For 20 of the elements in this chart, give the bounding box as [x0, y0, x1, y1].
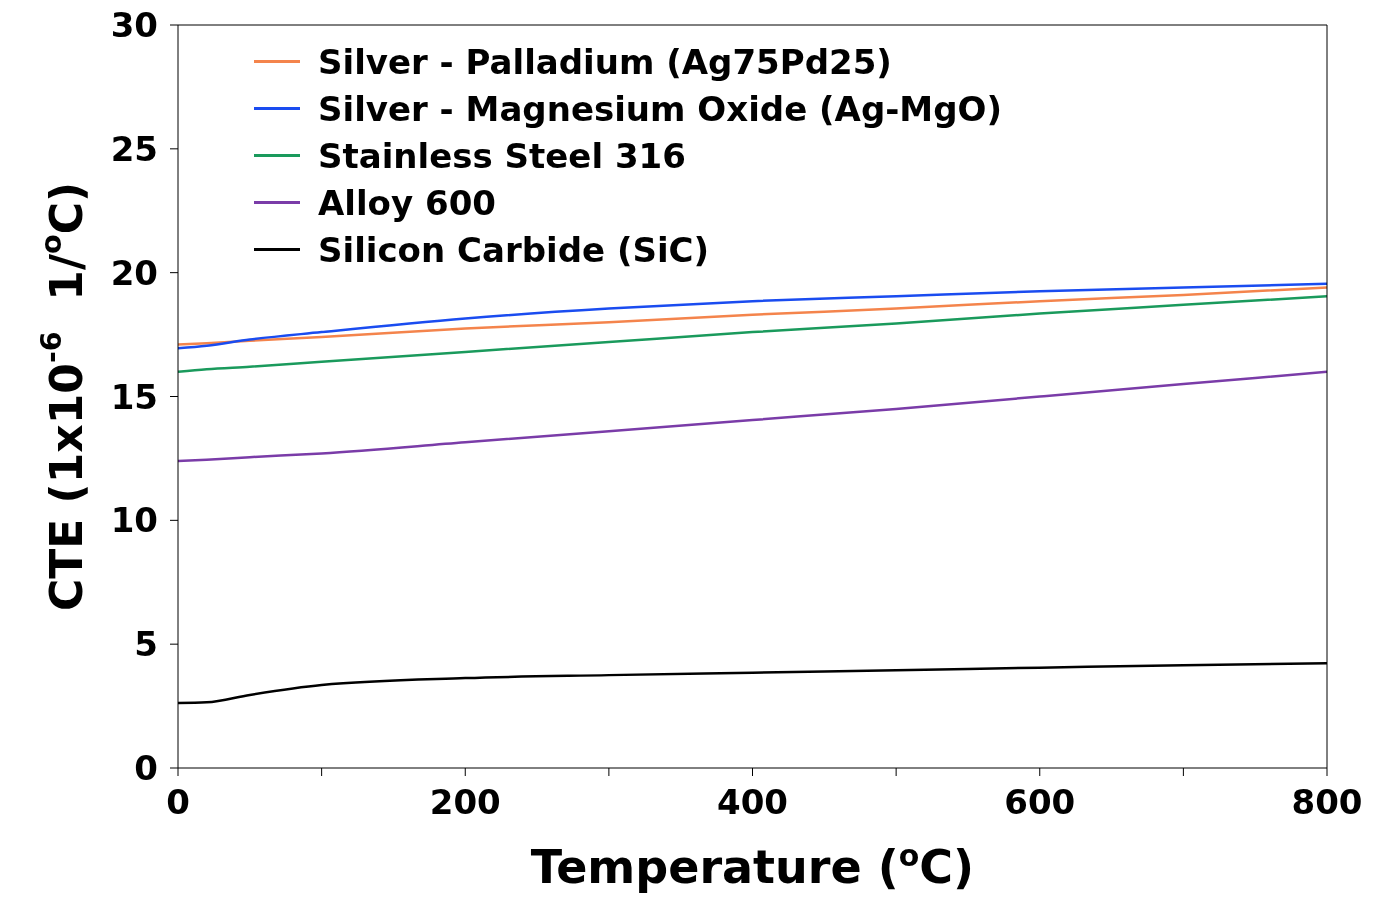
legend-label: Stainless Steel 316	[318, 135, 686, 176]
y-tick-label: 15	[110, 376, 158, 417]
y-tick-label: 10	[110, 500, 158, 541]
legend-label: Silver - Magnesium Oxide (Ag-MgO)	[318, 88, 1002, 129]
line-series	[178, 370, 1327, 463]
y-tick-label: 5	[134, 624, 158, 665]
x-axis-title: Temperature ($^{o}$C)	[530, 837, 975, 894]
y-tick-label: 25	[110, 128, 158, 169]
legend-label: Alloy 600	[318, 182, 496, 223]
legend-label: Silver - Palladium (Ag75Pd25)	[318, 41, 892, 82]
line-series	[178, 294, 1327, 373]
y-tick-label: 20	[110, 252, 158, 293]
x-tick-label: 200	[429, 782, 501, 823]
x-tick-label: 600	[1004, 782, 1076, 823]
x-tick-label: 0	[166, 782, 190, 823]
y-tick-label: 0	[134, 748, 158, 789]
x-tick-label: 800	[1291, 782, 1363, 823]
y-tick-label: 30	[110, 5, 158, 46]
x-tick-label: 400	[717, 782, 788, 823]
legend-label: Silicon Carbide (SiC)	[318, 229, 710, 270]
